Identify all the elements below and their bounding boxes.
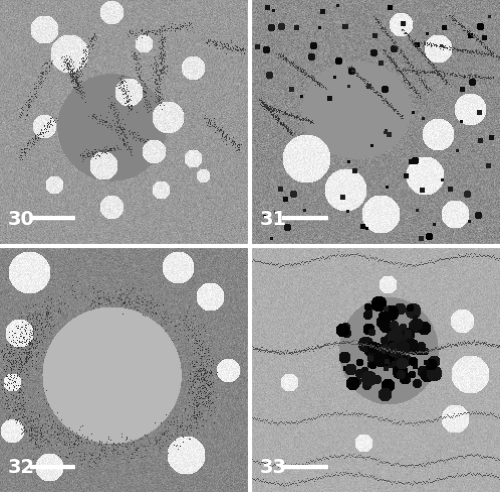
Text: 32: 32 [8,459,34,477]
Text: 31: 31 [260,210,287,229]
Bar [30,465,74,467]
Bar [282,465,327,467]
Bar [282,216,327,219]
Text: 30: 30 [8,210,34,229]
Text: 33: 33 [260,459,287,477]
Bar [30,216,74,219]
